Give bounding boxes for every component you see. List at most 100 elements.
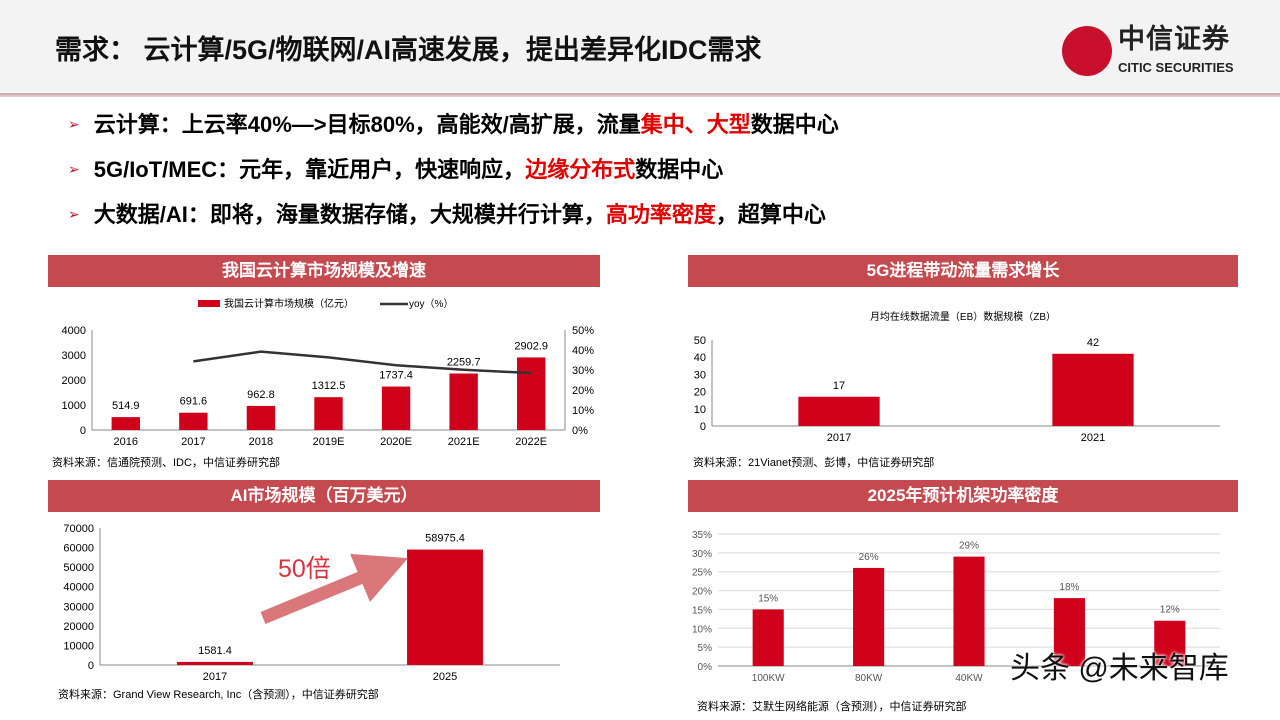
logo-cn: 中信证券 (1118, 24, 1230, 54)
y-tick-label: 0 (80, 425, 86, 437)
bar (517, 357, 546, 430)
data-label: 1737.4 (379, 370, 413, 382)
bar (853, 567, 885, 666)
y-tick-label: 20% (692, 587, 712, 598)
data-label: 514.9 (112, 400, 140, 412)
citic-emblem-icon (1062, 26, 1112, 76)
bar (246, 405, 276, 430)
bullet-ai: ➢ 大数据/AI：即将，海量数据存储，大规模并行计算，高功率密度，超算中心 (68, 200, 826, 229)
y-tick-label: 5% (698, 643, 713, 654)
data-label: 42 (1087, 337, 1099, 349)
x-tick-label: 2018 (249, 436, 273, 448)
y-tick-label: 0 (700, 421, 706, 433)
y-tick-label: 25% (692, 568, 712, 579)
legend-label: yoy（%） (409, 298, 453, 310)
y-tick-label: 20000 (63, 621, 94, 633)
bar (179, 412, 208, 430)
watermark: 头条 @未来智库 (1010, 652, 1229, 685)
data-label: 29% (959, 541, 979, 552)
y-tick-label: 0% (698, 662, 713, 673)
x-tick-label: 2017 (827, 432, 851, 444)
highlight-text: 高功率密度 (605, 202, 716, 227)
bar (1052, 353, 1134, 426)
data-label: 18% (1059, 582, 1079, 593)
y-tick-label: 50 (694, 335, 706, 347)
data-label: 12% (1160, 605, 1180, 616)
bullet-5g: ➢ 5G/IoT/MEC：元年，靠近用户，快速响应，边缘分布式数据中心 (68, 155, 723, 184)
data-label: 2902.9 (514, 340, 548, 352)
page-title: 需求： 云计算/5G/物联网/AI高速发展，提出差异化IDC需求 (55, 35, 762, 65)
x-tick-label: 40KW (955, 673, 983, 684)
bullet-text: 5G/IoT/MEC：元年，靠近用户，快速响应， (93, 157, 526, 182)
x-tick-label: 2021E (448, 436, 480, 448)
bar (111, 417, 140, 430)
y2-tick-label: 0% (572, 425, 588, 437)
bullet-text: 数据中心 (750, 112, 839, 137)
legend-swatch-bar (198, 300, 220, 307)
x-tick-label: 2016 (114, 436, 138, 448)
legend-label: 我国云计算市场规模（亿元） (224, 297, 354, 310)
panel-header-ai: AI市场规模（百万美元） (48, 480, 600, 512)
data-label: 691.6 (180, 396, 208, 408)
bar (1053, 598, 1085, 666)
highlight-text: 集中、大型 (640, 112, 751, 137)
bar (1154, 620, 1186, 666)
y-tick-label: 35% (692, 530, 712, 541)
yoy-line (193, 350, 532, 375)
data-label: 1312.5 (312, 380, 346, 392)
data-label: 26% (859, 552, 879, 563)
bar (177, 661, 253, 665)
bar (407, 549, 483, 665)
x-tick-label: 2021 (1081, 432, 1105, 444)
y-tick-label: 40 (694, 352, 706, 364)
bullet-cloud: ➢ 云计算：上云率40%—>目标80%，高能效/高扩展，流量集中、大型数据中心 (68, 110, 839, 139)
panel-header-rack: 2025年预计机架功率密度 (688, 480, 1238, 512)
bar (314, 397, 343, 430)
y-tick-label: 10 (694, 404, 706, 416)
data-label: 2259.7 (447, 357, 481, 369)
y-tick-label: 0 (88, 660, 94, 672)
bullet-text: 大数据/AI：即将，海量数据存储，大规模并行计算， (93, 202, 606, 227)
y-tick-label: 50000 (63, 562, 94, 574)
divider (0, 93, 1280, 97)
bar (798, 396, 880, 426)
y2-tick-label: 50% (572, 325, 594, 337)
source-ai: 资料来源：Grand View Research, Inc（含预测），中信证券研… (58, 689, 379, 701)
y2-tick-label: 10% (572, 405, 594, 417)
x-tick-label: 80KW (855, 673, 883, 684)
highlight-text: 边缘分布式 (525, 157, 636, 182)
y2-tick-label: 30% (572, 365, 594, 377)
y-tick-label: 1000 (62, 400, 86, 412)
y-tick-label: 10000 (63, 640, 94, 652)
bar (449, 373, 478, 430)
x-tick-label: 2020E (380, 436, 412, 448)
growth-annotation: 50倍 (278, 555, 331, 583)
growth-arrow-icon (260, 553, 409, 625)
bar (752, 609, 784, 666)
y-tick-label: 70000 (63, 523, 94, 535)
arrow-bullet-icon: ➢ (68, 206, 80, 222)
bar (381, 386, 411, 430)
x-tick-label: 2017 (203, 671, 227, 683)
y-tick-label: 30000 (63, 601, 94, 613)
citic-logo: 中信证券 CITIC SECURITIES (1062, 24, 1252, 78)
bullet-text: 云计算：上云率40%—>目标80%，高能效/高扩展，流量 (93, 112, 641, 137)
source-rack: 资料来源：艾默生网络能源（含预测），中信证券研究部 (697, 701, 967, 713)
y-tick-label: 4000 (62, 325, 86, 337)
y-tick-label: 30 (694, 369, 706, 381)
data-label: 17 (833, 380, 845, 392)
y-tick-label: 15% (692, 605, 712, 616)
y2-tick-label: 40% (572, 345, 594, 357)
bullet-text: ，超算中心 (715, 202, 826, 227)
x-tick-label: 2022E (515, 436, 547, 448)
logo-en: CITIC SECURITIES (1118, 60, 1234, 75)
y-tick-label: 2000 (62, 375, 86, 387)
y-tick-label: 10% (692, 624, 712, 635)
data-label: 962.8 (247, 389, 275, 401)
x-tick-label: 2019E (313, 436, 345, 448)
arrow-bullet-icon: ➢ (68, 116, 80, 132)
data-label: 1581.4 (198, 645, 232, 657)
x-tick-label: 2017 (181, 436, 205, 448)
bullet-text: 数据中心 (635, 157, 724, 182)
